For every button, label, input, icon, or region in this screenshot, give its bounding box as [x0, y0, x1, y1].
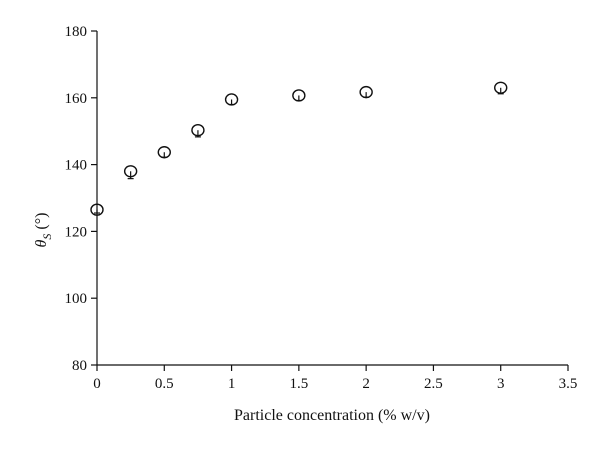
- y-axis-label: θS (°): [33, 213, 54, 248]
- y-tick-label: 120: [65, 224, 88, 240]
- point-marker: [191, 123, 205, 137]
- x-tick-label: 2: [362, 376, 370, 392]
- x-ticks: 0 0.5 1 1.5 2 2.5 3 3.5: [93, 365, 577, 392]
- x-tick-label: 1.5: [289, 376, 308, 392]
- point-marker: [292, 89, 306, 102]
- point-marker: [157, 146, 171, 159]
- data-point: [359, 85, 373, 99]
- y-ticks: 80 100 120 140 160 180: [65, 24, 97, 374]
- data-point: [191, 123, 205, 138]
- x-tick-label: 0.5: [155, 376, 174, 392]
- y-tick-label: 180: [65, 24, 88, 40]
- y-tick-label: 100: [65, 291, 88, 307]
- y-tick-label: 80: [72, 358, 87, 374]
- data-points: [90, 81, 508, 216]
- data-point: [123, 165, 138, 180]
- data-point: [224, 93, 239, 106]
- x-tick-label: 3: [497, 376, 505, 392]
- data-point: [157, 146, 171, 159]
- x-tick-label: 1: [228, 376, 236, 392]
- point-marker: [494, 81, 508, 94]
- point-marker: [224, 93, 239, 106]
- x-tick-label: 0: [93, 376, 101, 392]
- y-axis-label-subscript: S: [40, 234, 54, 240]
- y-tick-label: 140: [65, 158, 88, 174]
- data-point: [292, 89, 306, 102]
- point-marker: [359, 85, 373, 99]
- y-tick-label: 160: [65, 91, 88, 107]
- data-point: [494, 81, 508, 95]
- x-tick-label: 3.5: [559, 376, 578, 392]
- x-tick-label: 2.5: [424, 376, 443, 392]
- y-axis-label-unit: (°): [33, 213, 50, 230]
- x-axis-label: Particle concentration (% w/v): [234, 407, 430, 424]
- y-axis-label-symbol: θ: [33, 239, 50, 247]
- point-marker: [90, 203, 104, 216]
- point-marker: [123, 165, 138, 178]
- axes: [96, 31, 568, 366]
- data-point: [90, 203, 104, 216]
